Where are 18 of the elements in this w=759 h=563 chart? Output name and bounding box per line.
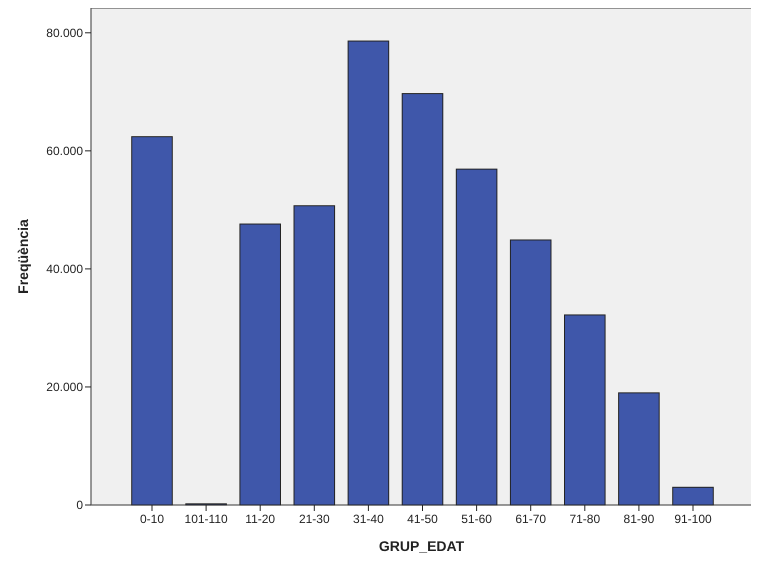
x-tick-label: 61-70 bbox=[515, 512, 546, 526]
x-tick-label: 91-100 bbox=[674, 512, 712, 526]
x-tick-label: 11-20 bbox=[245, 512, 276, 526]
y-tick-label: 0 bbox=[76, 498, 84, 512]
x-tick-label: 71-80 bbox=[569, 512, 600, 526]
y-tick-label: 40.000 bbox=[46, 262, 84, 276]
y-tick-label: 80.000 bbox=[46, 26, 84, 40]
y-tick-label: 60.000 bbox=[46, 144, 84, 158]
x-tick-label: 21-30 bbox=[298, 512, 330, 526]
x-tick-label: 41-50 bbox=[407, 512, 438, 526]
x-tick-label: 0-10 bbox=[140, 512, 164, 526]
y-tick-label: 20.000 bbox=[46, 380, 84, 394]
x-tick-label: 31-40 bbox=[353, 512, 384, 526]
y-axis-title: Freqüència bbox=[15, 218, 31, 294]
x-tick-label: 81-90 bbox=[624, 512, 655, 526]
x-tick-label: 101-110 bbox=[184, 512, 228, 526]
x-axis-title: GRUP_EDAT bbox=[378, 538, 465, 554]
x-tick-label: 51-60 bbox=[461, 512, 492, 526]
